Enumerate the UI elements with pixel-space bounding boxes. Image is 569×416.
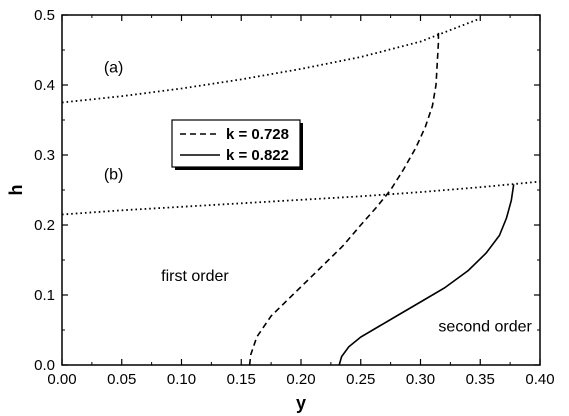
annotation-1: (b) <box>104 167 124 184</box>
x-tick-label: 0.00 <box>47 371 76 388</box>
plot-frame <box>61 14 541 366</box>
series-line-1 <box>338 184 515 366</box>
legend: k = 0.728 k = 0.822 <box>171 119 303 170</box>
y-tick-label: 0.5 <box>34 7 55 24</box>
series-line-3 <box>61 180 541 216</box>
y-tick-label: 0.3 <box>34 147 55 164</box>
x-tick-label: 0.10 <box>167 371 196 388</box>
y-axis-label: h <box>6 185 26 196</box>
annotation-0: (a) <box>104 59 124 76</box>
y-tick-label: 0.0 <box>34 357 55 374</box>
y-tick-label: 0.1 <box>34 287 55 304</box>
annotation-3: second order <box>438 318 532 335</box>
x-tick-label: 0.30 <box>406 371 435 388</box>
axes: 0.00 0.05 0.10 0.15 0.20 0.25 0.30 0.35 0.40 0.0 0… <box>6 7 555 413</box>
x-tick-label: 0.05 <box>107 371 136 388</box>
legend-entry-0: k = 0.728 <box>226 126 289 143</box>
y-tick-label: 0.2 <box>34 217 55 234</box>
y-tick-label: 0.4 <box>34 77 55 94</box>
x-tick-label: 0.25 <box>346 371 375 388</box>
x-tick-label: 0.20 <box>286 371 315 388</box>
legend-entry-1: k = 0.822 <box>226 147 289 164</box>
x-tick-label: 0.15 <box>227 371 256 388</box>
annotation-2: first order <box>161 268 229 285</box>
x-tick-label: 0.35 <box>466 371 495 388</box>
series-line-2 <box>61 17 481 104</box>
x-axis-label: y <box>296 393 306 413</box>
x-tick-label: 0.40 <box>525 371 554 388</box>
legend-box <box>171 119 301 168</box>
series-line-0 <box>248 29 440 366</box>
plot-area: (a) (b) first order second order <box>61 17 541 366</box>
